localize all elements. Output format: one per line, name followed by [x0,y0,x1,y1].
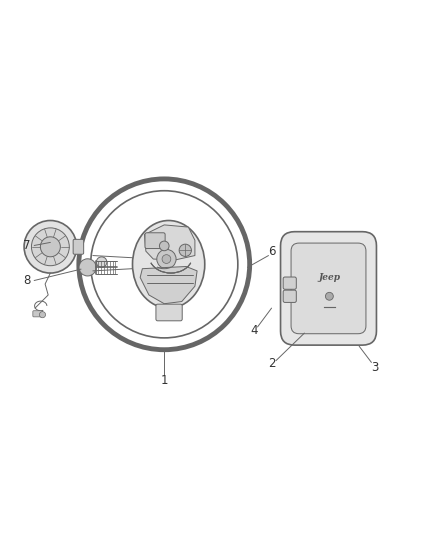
Circle shape [40,237,60,257]
Text: 7: 7 [23,239,31,252]
FancyBboxPatch shape [283,290,296,302]
Circle shape [32,228,69,266]
Text: 8: 8 [24,274,31,287]
FancyBboxPatch shape [73,239,84,254]
Circle shape [79,259,96,276]
Polygon shape [145,225,195,260]
Text: 3: 3 [371,361,378,374]
Circle shape [39,312,46,318]
Circle shape [24,221,77,273]
Polygon shape [140,266,197,304]
Text: Jeep: Jeep [318,273,340,282]
Text: 2: 2 [268,357,276,370]
Circle shape [179,244,191,256]
Circle shape [157,249,176,269]
FancyBboxPatch shape [283,277,296,289]
Text: 6: 6 [268,245,276,257]
FancyBboxPatch shape [156,304,182,321]
FancyBboxPatch shape [145,233,165,248]
Circle shape [96,257,107,268]
Ellipse shape [132,221,205,308]
Circle shape [159,241,169,251]
Circle shape [325,292,333,300]
FancyBboxPatch shape [33,311,42,317]
Text: 1: 1 [160,374,168,387]
FancyBboxPatch shape [280,232,376,345]
Text: 4: 4 [250,324,258,336]
Circle shape [162,255,171,263]
FancyBboxPatch shape [291,243,366,334]
